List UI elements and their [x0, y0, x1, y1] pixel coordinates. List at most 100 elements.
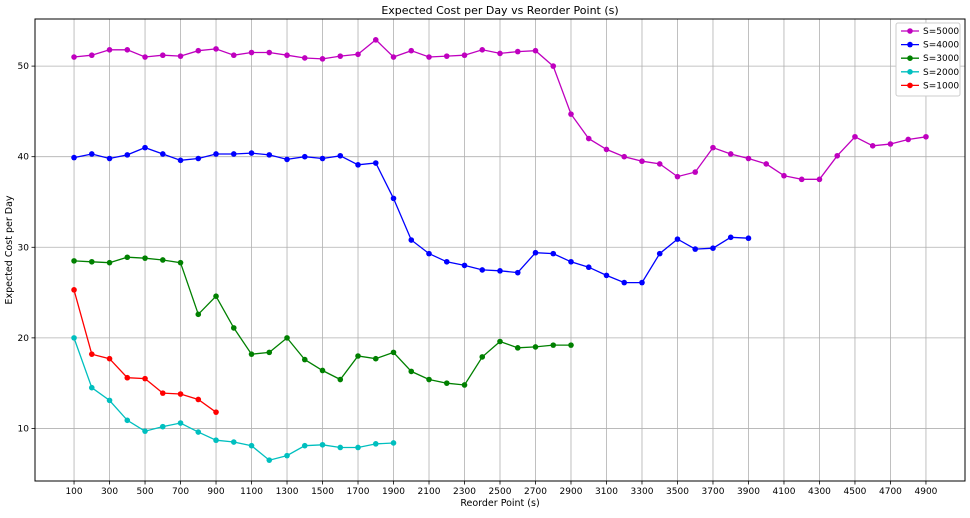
x-tick-label: 2900 — [560, 487, 583, 497]
data-point — [106, 47, 113, 53]
data-point — [301, 153, 308, 160]
data-point — [390, 440, 397, 446]
data-point — [408, 47, 415, 54]
data-point — [177, 391, 184, 397]
data-point — [248, 351, 255, 357]
data-point — [284, 335, 290, 341]
legend: S=5000 S=4000 S=3000 S=2000 S=1000 — [895, 22, 961, 97]
data-point — [124, 47, 131, 53]
data-point — [230, 325, 237, 331]
data-point — [177, 259, 184, 266]
data-point — [745, 235, 752, 242]
data-point — [230, 439, 237, 445]
data-point — [497, 268, 503, 274]
data-point — [106, 355, 113, 362]
data-point — [905, 136, 912, 143]
data-point — [426, 54, 432, 60]
data-point — [514, 345, 521, 351]
data-point — [550, 63, 557, 69]
data-point — [390, 195, 397, 202]
data-point — [869, 143, 876, 149]
data-point — [461, 262, 468, 269]
series-S=1000 — [71, 287, 219, 415]
data-point — [408, 237, 415, 243]
data-point — [639, 158, 645, 165]
data-point — [461, 382, 468, 388]
data-point — [816, 176, 823, 183]
data-point — [88, 258, 95, 265]
x-tick-label: 3100 — [595, 487, 618, 497]
y-tick-label: 50 — [18, 62, 30, 72]
legend-marker — [907, 55, 913, 61]
series-S=2000 — [71, 335, 397, 463]
data-point — [621, 279, 628, 286]
data-point — [408, 368, 415, 375]
x-tick-label: 3500 — [666, 487, 689, 497]
legend-label: S=1000 — [923, 81, 959, 91]
data-point — [479, 267, 486, 273]
data-point — [266, 349, 273, 356]
data-point — [248, 442, 255, 449]
x-axis-label: Reorder Point (s) — [460, 498, 539, 509]
data-point — [248, 150, 255, 156]
legend-label: S=4000 — [923, 41, 959, 51]
x-tick-label: 1700 — [347, 487, 370, 497]
data-point — [195, 47, 202, 54]
data-point — [301, 356, 308, 363]
x-tick-label: 4300 — [808, 487, 831, 497]
data-point — [142, 255, 148, 261]
data-point — [177, 157, 184, 164]
legend-marker — [907, 28, 913, 34]
data-point — [532, 47, 539, 54]
data-point — [727, 151, 734, 157]
data-point — [355, 51, 361, 58]
data-point — [177, 53, 184, 59]
data-point — [195, 155, 202, 162]
data-point — [284, 52, 290, 59]
data-point — [763, 161, 770, 167]
legend-marker — [907, 82, 913, 89]
data-point — [443, 258, 450, 265]
data-point — [798, 176, 805, 183]
legend-label: S=5000 — [923, 27, 959, 37]
x-tick-label: 2300 — [453, 487, 476, 497]
series-S=3000 — [71, 254, 574, 388]
data-point — [443, 380, 450, 386]
data-point — [106, 397, 113, 404]
x-tick-label: 1500 — [311, 487, 334, 497]
x-tick-label: 2100 — [418, 487, 441, 497]
data-point — [497, 50, 503, 57]
data-point — [550, 342, 557, 348]
data-point — [603, 272, 610, 279]
legend-marker — [907, 69, 913, 75]
data-point — [213, 437, 219, 444]
data-point — [142, 144, 148, 151]
data-point — [674, 236, 681, 242]
data-point — [710, 245, 716, 251]
x-tick-label: 3700 — [702, 487, 725, 497]
x-tick-label: 1300 — [276, 487, 299, 497]
legend-frame — [895, 22, 961, 97]
data-point — [88, 351, 95, 357]
data-point — [230, 52, 237, 59]
y-axis-ticks: 10 20 30 40 50 — [18, 62, 35, 434]
data-point — [603, 146, 610, 153]
data-point — [656, 161, 663, 167]
data-point — [621, 153, 628, 160]
data-point — [106, 155, 113, 162]
data-point — [372, 441, 379, 447]
data-point — [585, 135, 592, 142]
data-point — [337, 376, 344, 383]
data-point — [124, 152, 131, 158]
data-point — [71, 154, 77, 161]
x-tick-label: 2700 — [524, 487, 547, 497]
data-point — [71, 335, 77, 341]
x-tick-label: 4500 — [844, 487, 867, 497]
data-point — [372, 37, 379, 43]
data-point — [390, 349, 397, 356]
data-point — [88, 151, 95, 157]
x-axis-ticks: 100 300 500 700 900 1100 1300 1500 1700 1900 2100 2… — [65, 481, 938, 497]
data-point — [461, 52, 468, 59]
data-point — [71, 258, 77, 264]
